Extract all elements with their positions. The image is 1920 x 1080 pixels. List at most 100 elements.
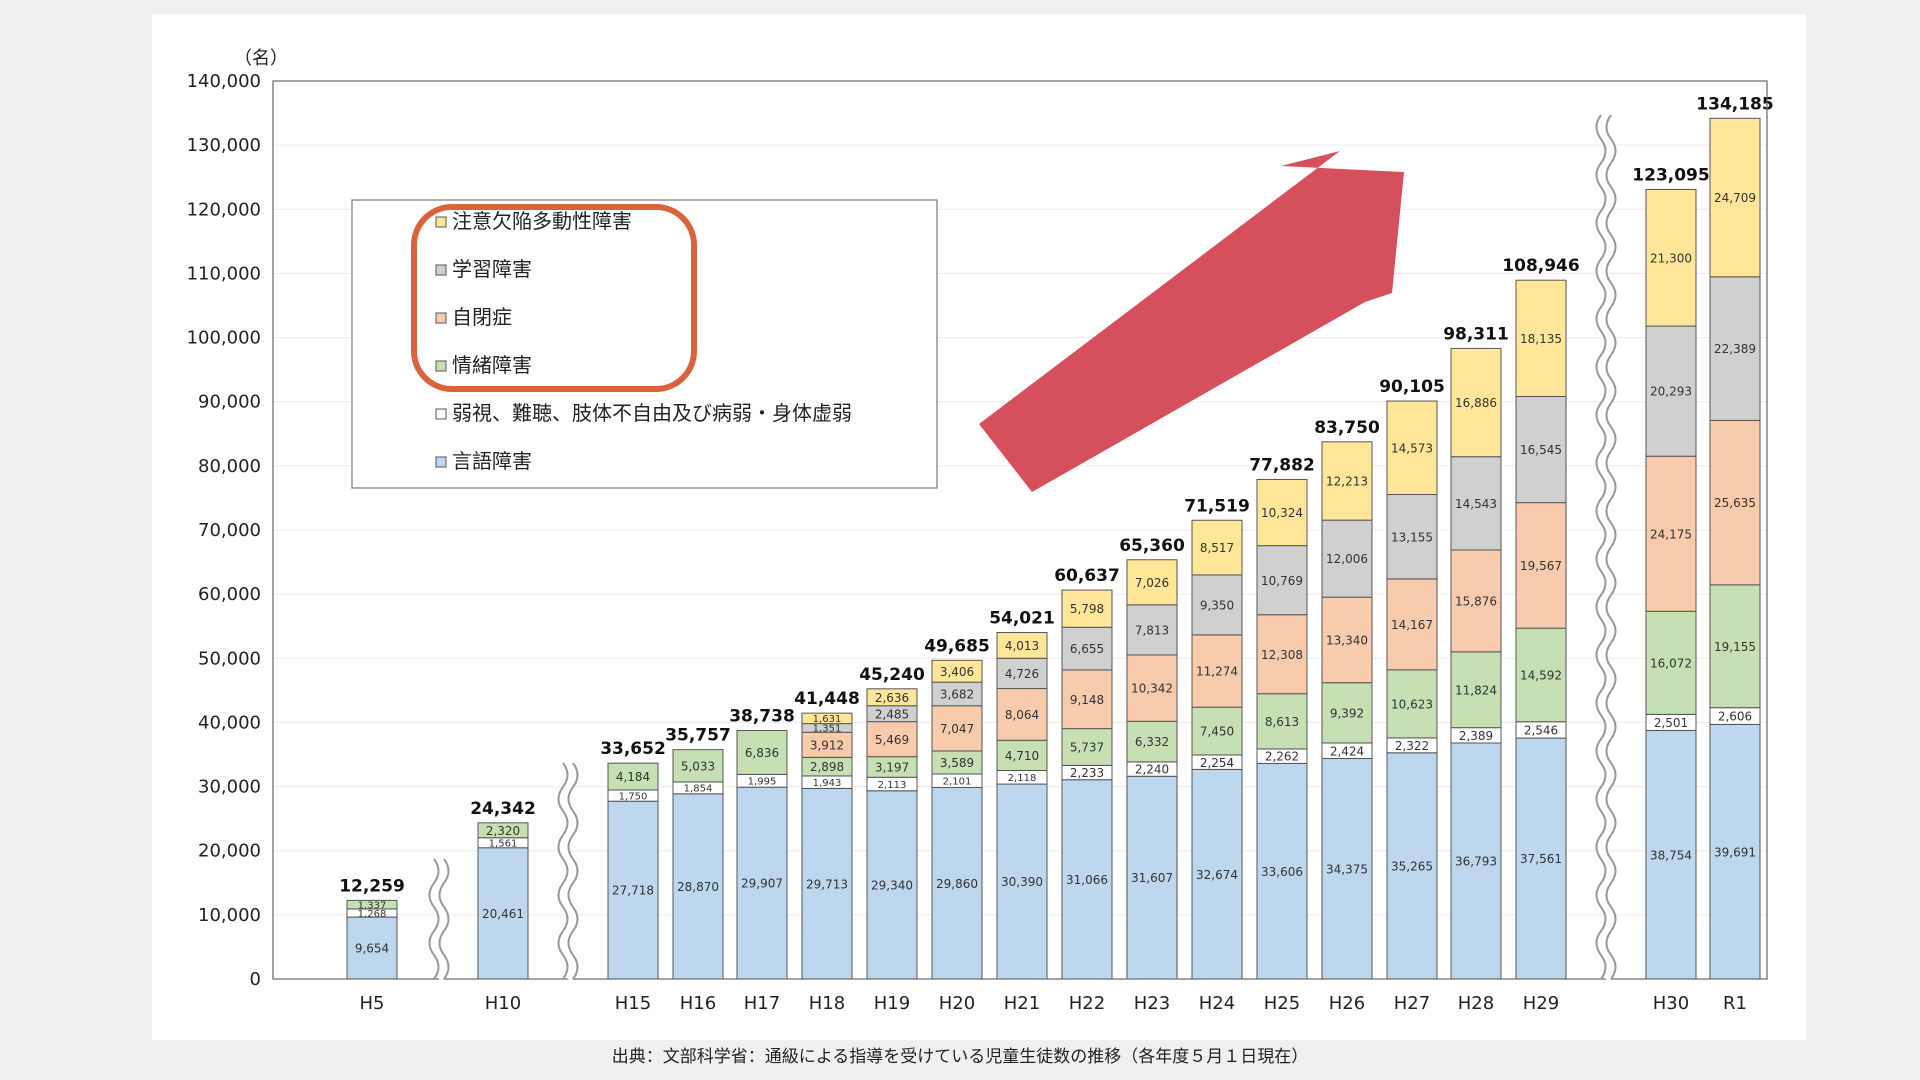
bar-stack-H27: 35,265 2,322 10,623 14,167 13,155 14,573 90,10… <box>1379 377 1445 980</box>
x-tick-label: H21 <box>1004 993 1040 1014</box>
bar-segment <box>996 631 1048 659</box>
y-tick-label: 10,000 <box>198 905 261 926</box>
segment-value-label: 2,240 <box>1135 763 1169 777</box>
segment-value-label: 4,184 <box>616 770 650 784</box>
total-value-label: 24,342 <box>470 799 536 819</box>
segment-value-label: 33,606 <box>1261 865 1303 879</box>
segment-value-label: 16,545 <box>1520 443 1562 457</box>
segment-value-label: 19,567 <box>1520 559 1562 573</box>
x-tick-label: H22 <box>1069 993 1105 1014</box>
axis-break-gap <box>559 760 577 982</box>
segment-value-label: 1,351 <box>813 724 842 735</box>
segment-value-label: 8,613 <box>1265 715 1299 729</box>
x-tick-label: H24 <box>1199 993 1235 1014</box>
x-tick-label: H18 <box>809 993 845 1014</box>
segment-value-label: 2,636 <box>875 691 909 705</box>
segment-value-label: 11,274 <box>1196 665 1238 679</box>
bar-segment <box>1450 347 1502 458</box>
bar-segment <box>477 822 529 839</box>
bar-segment <box>1645 455 1697 612</box>
x-tick-label: H19 <box>874 993 910 1014</box>
bar-segment <box>866 721 918 758</box>
axis-break-gap <box>430 856 448 982</box>
segment-value-label: 5,469 <box>875 733 909 747</box>
bar-stack-H28: 36,793 2,389 11,824 15,876 14,543 16,886 98,31… <box>1443 324 1509 980</box>
y-tick-label: 110,000 <box>187 263 261 284</box>
bar-segment <box>931 786 983 980</box>
segment-value-label: 4,013 <box>1005 639 1039 653</box>
x-tick-label: H16 <box>680 993 716 1014</box>
bar-segment <box>1450 549 1502 653</box>
segment-value-label: 2,606 <box>1718 710 1752 724</box>
segment-value-label: 14,543 <box>1455 497 1497 511</box>
y-tick-label: 100,000 <box>187 328 261 349</box>
total-value-label: 83,750 <box>1314 418 1380 438</box>
x-tick-label: H26 <box>1329 993 1365 1014</box>
legend-entry: 注意欠陥多動性障害 <box>452 209 632 233</box>
segment-value-label: 25,635 <box>1714 496 1756 510</box>
bar-segment <box>1386 752 1438 980</box>
bar-segment <box>1061 626 1113 671</box>
bar-segment <box>1386 578 1438 671</box>
bar-stack-H19: 29,340 2,113 3,197 5,469 2,485 2,636 45,240 <box>859 665 925 980</box>
x-tick-label: H25 <box>1264 993 1300 1014</box>
segment-value-label: 24,709 <box>1714 191 1756 205</box>
x-tick-label: H27 <box>1394 993 1430 1014</box>
bar-segment <box>346 916 398 980</box>
segment-value-label: 9,654 <box>355 942 389 956</box>
bar-segment <box>1126 559 1178 606</box>
segment-value-label: 12,213 <box>1326 475 1368 489</box>
bar-segment <box>607 762 659 791</box>
axis-break-layer <box>428 112 1617 982</box>
total-value-label: 77,882 <box>1249 455 1315 475</box>
source-caption: 出典：文部科学省：通級による指導を受けている児童生徒数の推移（各年度５月１日現在… <box>611 1047 1309 1067</box>
bar-segment <box>1709 419 1761 586</box>
total-value-label: 71,519 <box>1184 496 1250 516</box>
segment-value-label: 29,340 <box>871 878 913 892</box>
bar-stack-H20: 29,860 2,101 3,589 7,047 3,682 3,406 49,685 <box>924 636 990 980</box>
legend: 注意欠陥多動性障害学習障害自閉症情緒障害弱視、難聴、肢体不自由及び病弱・身体虚弱… <box>351 199 938 489</box>
segment-value-label: 14,167 <box>1391 618 1433 632</box>
x-tick-label: H10 <box>485 993 521 1014</box>
bar-stack-R1: 39,691 2,606 19,155 25,635 22,389 24,709 134,1… <box>1696 94 1774 980</box>
bar-segment <box>672 793 724 980</box>
segment-value-label: 31,066 <box>1066 873 1108 887</box>
segment-value-label: 29,713 <box>806 877 848 891</box>
bar-segment <box>1191 519 1243 576</box>
total-value-label: 49,685 <box>924 636 990 656</box>
legend-entry: 情緒障害 <box>452 353 532 377</box>
trend-arrow <box>979 151 1404 492</box>
bar-segment <box>801 712 853 725</box>
segment-value-label: 5,798 <box>1070 602 1104 616</box>
axis-break-line <box>1595 114 1607 980</box>
bar-segment <box>1645 610 1697 715</box>
total-value-label: 98,311 <box>1443 324 1509 344</box>
bar-segment <box>1709 723 1761 980</box>
segment-value-label: 3,682 <box>940 688 974 702</box>
segment-value-label: 31,607 <box>1131 871 1173 885</box>
bar-stack-H30: 38,754 2,501 16,072 24,175 20,293 21,300 123,0… <box>1632 165 1710 980</box>
annotation-layer <box>411 151 1404 492</box>
segment-value-label: 2,118 <box>1008 773 1037 784</box>
legend-swatch <box>435 456 447 468</box>
segment-value-label: 2,485 <box>875 707 909 721</box>
segment-value-label: 12,006 <box>1326 552 1368 566</box>
bar-segment <box>996 783 1048 980</box>
segment-value-label: 35,265 <box>1391 859 1433 873</box>
axis-layer: （名） 0 10,000 20,000 30,000 40,000 50,000 60,00… <box>187 48 1768 1014</box>
segment-value-label: 32,674 <box>1196 868 1238 882</box>
x-tick-label: H5 <box>360 993 385 1014</box>
y-tick-label: 140,000 <box>187 71 261 92</box>
bar-segment <box>1645 325 1697 457</box>
segment-value-label: 2,501 <box>1654 716 1688 730</box>
segment-value-label: 1,337 <box>358 900 387 911</box>
y-tick-label: 0 <box>250 969 261 990</box>
total-value-label: 38,738 <box>729 707 795 727</box>
bar-segment <box>1709 584 1761 709</box>
segment-value-label: 13,340 <box>1326 633 1368 647</box>
bar-segment <box>996 688 1048 741</box>
legend-swatch <box>435 360 447 372</box>
